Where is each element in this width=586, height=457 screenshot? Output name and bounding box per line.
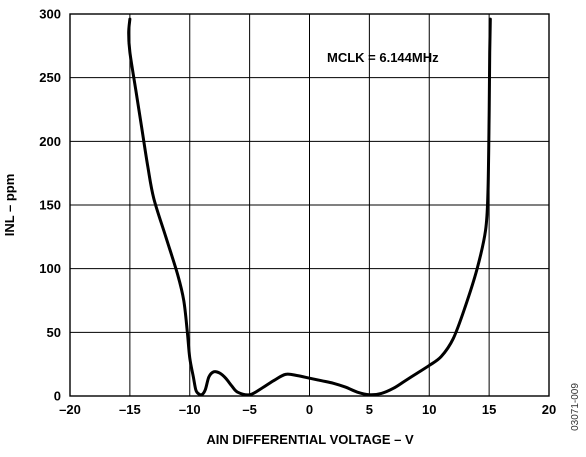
y-tick-label: 50 bbox=[47, 325, 61, 340]
y-tick-label: 200 bbox=[39, 134, 61, 149]
x-tick-label: –5 bbox=[242, 402, 256, 417]
plot-frame bbox=[69, 13, 550, 397]
annotation-mclk: MCLK = 6.144MHz bbox=[327, 50, 439, 65]
x-tick-label: –15 bbox=[119, 402, 141, 417]
x-tick-label: 15 bbox=[482, 402, 496, 417]
x-tick-label: –10 bbox=[179, 402, 201, 417]
figure-code: 03071-009 bbox=[570, 383, 581, 431]
inl-curve bbox=[127, 17, 492, 397]
x-tick-label: 5 bbox=[366, 402, 373, 417]
x-tick-label: 20 bbox=[542, 402, 556, 417]
y-axis-title: INL – ppm bbox=[2, 174, 17, 237]
y-tick-label: 300 bbox=[39, 7, 61, 22]
grid-lines bbox=[70, 14, 549, 396]
y-tick-label: 150 bbox=[39, 198, 61, 213]
x-tick-label: –20 bbox=[59, 402, 81, 417]
x-tick-label: 0 bbox=[306, 402, 313, 417]
y-tick-label: 250 bbox=[39, 70, 61, 85]
y-tick-label: 100 bbox=[39, 261, 61, 276]
x-axis-title: AIN DIFFERENTIAL VOLTAGE – V bbox=[206, 432, 414, 447]
y-tick-label: 0 bbox=[54, 389, 61, 404]
x-tick-label: 10 bbox=[422, 402, 436, 417]
